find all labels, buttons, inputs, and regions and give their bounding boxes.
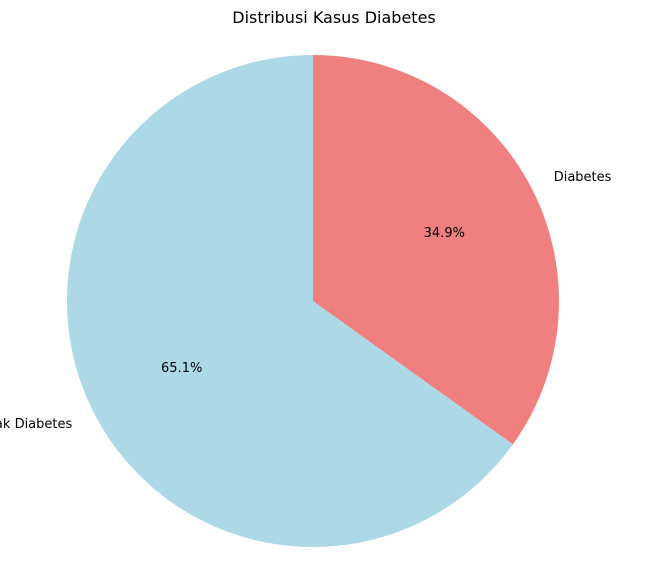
pie-percent-label: 65.1% <box>161 361 202 376</box>
pie-category-label: Tidak Diabetes <box>0 417 72 432</box>
chart-title: Distribusi Kasus Diabetes <box>232 8 436 27</box>
pie-slice-tidak-diabetes <box>67 55 513 547</box>
pie-percent-label: 34.9% <box>424 226 465 241</box>
pie-category-label: Diabetes <box>554 170 612 185</box>
pie-slice-diabetes <box>313 55 560 445</box>
